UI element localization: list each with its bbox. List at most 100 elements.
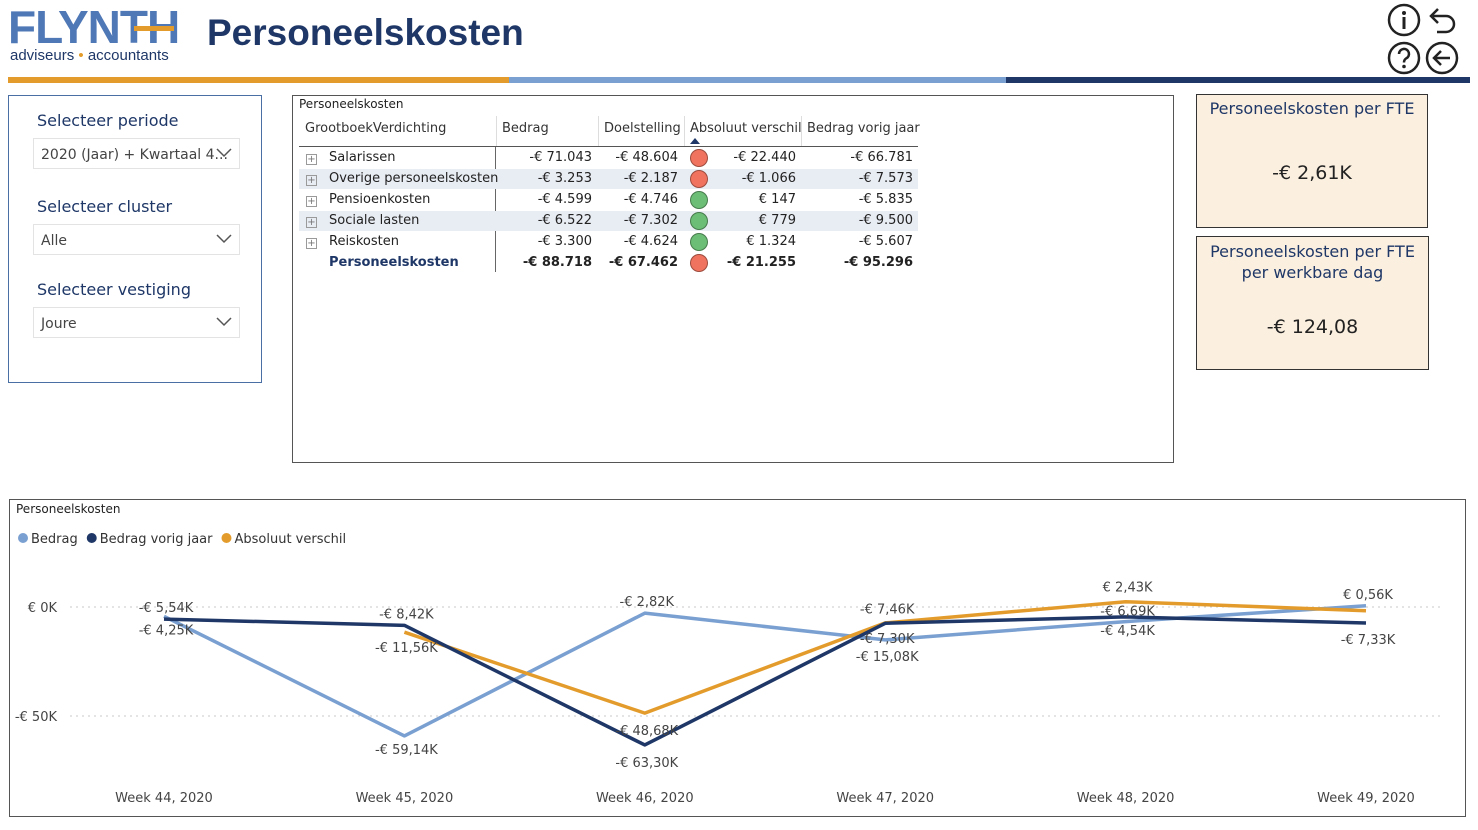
slicer-label-cluster: Selecteer cluster	[37, 197, 173, 216]
row-band	[299, 169, 918, 189]
chevron-down-icon	[216, 317, 232, 327]
table-cell-bedrag: -€ 3.300	[537, 234, 592, 249]
slicer-label-periode: Selecteer periode	[37, 111, 179, 130]
data-label: -€ 48,68K	[615, 724, 678, 739]
data-label: -€ 7,46K	[860, 602, 915, 617]
table-cell-vorig-jaar: -€ 5.607	[858, 234, 913, 249]
back-arrow-icon[interactable]	[1425, 41, 1459, 75]
info-icon[interactable]	[1387, 3, 1421, 37]
kpi-title: Personeelskosten per FTE	[1209, 99, 1415, 118]
column-header-absoluut-verschil[interactable]: Absoluut verschil	[690, 121, 802, 136]
page-title: Personeelskosten	[207, 12, 524, 53]
column-separator	[801, 116, 802, 146]
row-band	[299, 211, 918, 231]
header-stripe-orange	[8, 77, 509, 83]
chevron-down-icon	[216, 234, 232, 244]
logo-tagline-part1: adviseurs	[10, 47, 75, 64]
kpi-value: -€ 2,61K	[1272, 162, 1352, 184]
table-cell-verschil: -€ 1.066	[741, 171, 796, 186]
data-label: € 2,43K	[1103, 581, 1153, 596]
expand-row-icon[interactable]: +	[306, 196, 317, 207]
data-label: -€ 7,33K	[1341, 633, 1396, 648]
logo-tagline: adviseurs • accountants	[10, 47, 169, 64]
kpi-card-fte: Personeelskosten per FTE -€ 2,61K	[1196, 94, 1428, 228]
slicer-dropdown-periode[interactable]: 2020 (Jaar) + Kwartaal 4...	[33, 138, 240, 169]
status-indicator-green	[690, 212, 708, 230]
status-indicator-red	[690, 254, 708, 272]
x-tick-label: Week 45, 2020	[356, 791, 454, 806]
table-cell-vorig-jaar: -€ 5.835	[858, 192, 913, 207]
matrix-visual[interactable]	[292, 95, 1174, 463]
status-indicator-green	[690, 233, 708, 251]
column-separator	[496, 116, 497, 146]
x-tick-label: Week 47, 2020	[836, 791, 934, 806]
data-label: -€ 8,42K	[379, 607, 434, 622]
table-total-vorig-jaar: -€ 95.296	[843, 255, 913, 270]
logo-accent-bar	[134, 26, 174, 31]
expand-row-icon[interactable]: +	[306, 154, 317, 165]
header-stripe-lightblue	[509, 77, 1006, 83]
status-indicator-green	[690, 191, 708, 209]
table-total-doelstelling: -€ 67.462	[608, 255, 678, 270]
matrix-title: Personeelskosten	[299, 97, 404, 111]
slicer-dropdown-cluster[interactable]: Alle	[33, 224, 240, 255]
slicer-panel	[8, 95, 262, 383]
kpi-card-fte-per-dag: Personeelskosten per FTE per werkbare da…	[1196, 236, 1429, 370]
y-tick-label: -€ 50K	[15, 710, 58, 725]
help-icon[interactable]	[1387, 41, 1421, 75]
slicer-dropdown-vestiging[interactable]: Joure	[33, 307, 240, 338]
table-row-label: Pensioenkosten	[329, 192, 431, 207]
table-cell-bedrag: -€ 4.599	[537, 192, 592, 207]
table-row-label: Salarissen	[329, 150, 396, 165]
expand-row-icon[interactable]: +	[306, 175, 317, 186]
column-header-doelstelling[interactable]: Doelstelling	[604, 121, 681, 136]
status-indicator-red	[690, 170, 708, 188]
expand-row-icon[interactable]: +	[306, 217, 317, 228]
column-header-bedrag[interactable]: Bedrag	[502, 121, 549, 136]
column-header-grootboek[interactable]: GrootboekVerdichting	[305, 121, 447, 136]
table-cell-vorig-jaar: -€ 9.500	[858, 213, 913, 228]
x-tick-label: Week 46, 2020	[596, 791, 694, 806]
kpi-value: -€ 124,08	[1266, 316, 1359, 338]
table-row-label: Overige personeelskosten	[329, 171, 499, 186]
data-label: -€ 2,82K	[620, 595, 675, 610]
line-chart-visual[interactable]	[9, 499, 1466, 817]
slicer-value-cluster: Alle	[41, 233, 67, 249]
table-cell-verschil: € 147	[758, 192, 796, 207]
data-label: -€ 7,30K	[860, 632, 915, 647]
legend-marker-1	[86, 533, 97, 543]
table-cell-doelstelling: -€ 2.187	[623, 171, 678, 186]
column-header-bedrag-vorig-jaar[interactable]: Bedrag vorig jaar	[807, 121, 920, 136]
data-label: -€ 4,54K	[1100, 624, 1155, 639]
header-stripe-darkblue	[1006, 77, 1470, 83]
row-header-divider	[495, 147, 496, 272]
data-label: -€ 6,69K	[1100, 605, 1155, 620]
header-divider	[299, 146, 918, 147]
status-indicator-red	[690, 149, 708, 167]
legend-label-1: Bedrag vorig jaar	[100, 532, 213, 547]
table-cell-verschil: -€ 22.440	[733, 150, 796, 165]
data-label: -€ 15,08K	[856, 650, 919, 665]
data-label: -€ 5,54K	[139, 601, 194, 616]
table-cell-bedrag: -€ 3.253	[537, 171, 592, 186]
column-separator	[598, 116, 599, 146]
kpi-title-line1: Personeelskosten per FTE	[1210, 242, 1415, 261]
table-cell-verschil: € 779	[758, 213, 796, 228]
column-separator	[684, 116, 685, 146]
kpi-title-line2: per werkbare dag	[1241, 263, 1384, 282]
slicer-label-vestiging: Selecteer vestiging	[37, 280, 191, 299]
undo-icon[interactable]	[1425, 3, 1459, 37]
legend-marker-0	[18, 533, 28, 543]
table-total-label: Personeelskosten	[329, 255, 459, 270]
data-label: -€ 4,25K	[139, 623, 194, 638]
table-cell-doelstelling: -€ 48.604	[615, 150, 678, 165]
table-cell-verschil: € 1.324	[746, 234, 796, 249]
table-total-bedrag: -€ 88.718	[522, 255, 592, 270]
slicer-value-periode: 2020 (Jaar) + Kwartaal 4...	[41, 147, 228, 163]
data-label: -€ 59,14K	[375, 743, 438, 758]
chevron-down-icon	[216, 148, 232, 158]
table-cell-doelstelling: -€ 4.624	[623, 234, 678, 249]
data-label: -€ 11,56K	[375, 641, 438, 656]
expand-row-icon[interactable]: +	[306, 238, 317, 249]
table-cell-bedrag: -€ 6.522	[537, 213, 592, 228]
